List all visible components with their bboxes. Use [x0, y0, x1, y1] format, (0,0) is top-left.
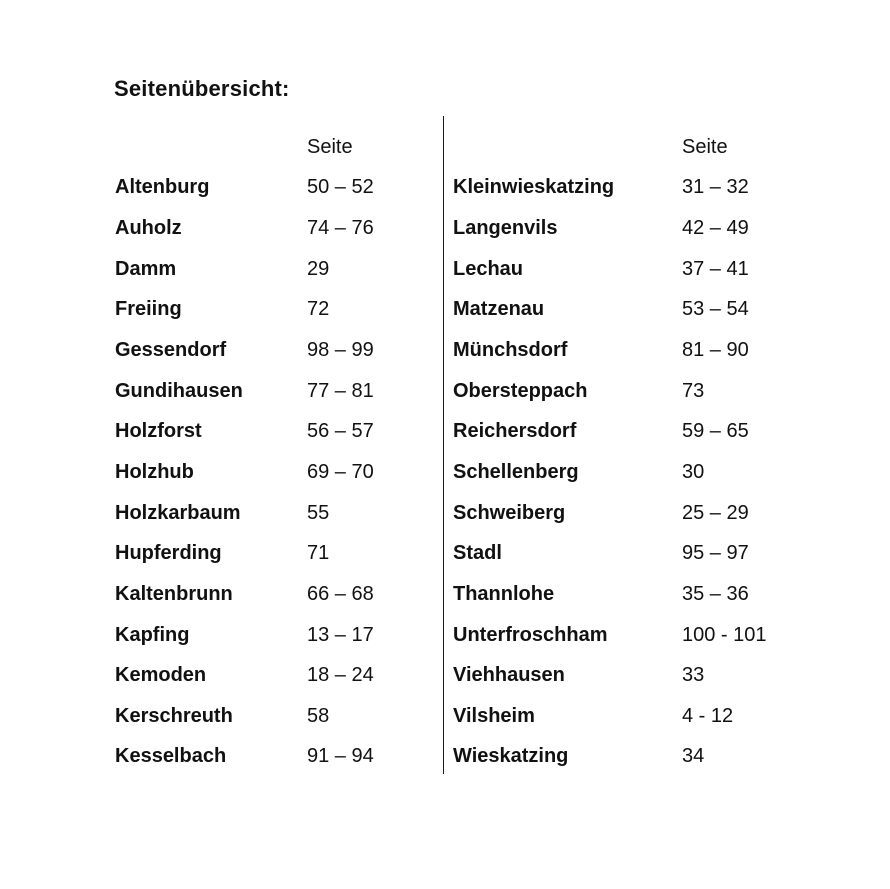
entry-name: Kaltenbrunn [115, 582, 233, 605]
entry-name: Holzhub [115, 460, 194, 483]
entry-pages: 25 – 29 [682, 501, 749, 524]
entry-name: Matzenau [453, 298, 545, 321]
entry-pages: 95 – 97 [682, 542, 749, 565]
entry-name: Holzkarbaum [115, 501, 241, 524]
entry-pages: 58 [307, 704, 330, 727]
entry-name: Auholz [115, 217, 182, 240]
entry-pages: 56 – 57 [307, 420, 374, 443]
entry-pages: 37 – 41 [682, 257, 749, 280]
entry-name: Reichersdorf [453, 420, 577, 443]
entry-pages: 74 – 76 [307, 217, 374, 240]
column-header-seite-left: Seite [307, 135, 353, 158]
entry-name: Gessendorf [115, 339, 227, 362]
entry-name: Lechau [453, 257, 524, 280]
entry-pages: 77 – 81 [307, 379, 374, 402]
entry-pages: 42 – 49 [682, 217, 749, 240]
entry-pages: 30 [682, 460, 705, 483]
entry-pages: 81 – 90 [682, 339, 749, 362]
entry-name: Altenburg [115, 176, 210, 199]
entry-name: Schweiberg [453, 501, 566, 524]
entry-pages: 29 [307, 257, 330, 280]
page-title: Seitenübersicht: [114, 76, 290, 101]
entry-name: Hupferding [115, 542, 222, 565]
entry-pages: 33 [682, 664, 705, 687]
entry-name: Kleinwieskatzing [453, 176, 615, 199]
entry-name: Freiing [115, 298, 182, 321]
entry-pages: 100 - 101 [682, 623, 767, 646]
entry-pages: 4 - 12 [682, 704, 734, 727]
index-column-right: Seite Kleinwieskatzing 31 – 32 Langenvils 4… [453, 127, 767, 777]
entry-name: Wieskatzing [453, 745, 569, 768]
entry-name: Schellenberg [453, 460, 579, 483]
entry-pages: 71 [307, 542, 330, 565]
entry-pages: 55 [307, 501, 330, 524]
index-column-left: Seite Altenburg 50 – 52 Auholz 74 – 76 Damm 2… [115, 127, 374, 777]
entry-pages: 73 [682, 379, 705, 402]
entry-pages: 50 – 52 [307, 176, 374, 199]
entry-name: Damm [115, 257, 177, 280]
entry-pages: 69 – 70 [307, 460, 374, 483]
entry-name: Stadl [453, 542, 502, 565]
entry-pages: 13 – 17 [307, 623, 374, 646]
entry-name: Kemoden [115, 664, 207, 687]
entry-name: Viehhausen [453, 664, 565, 687]
entry-pages: 91 – 94 [307, 745, 374, 768]
entry-pages: 31 – 32 [682, 176, 749, 199]
entry-pages: 53 – 54 [682, 298, 749, 321]
entry-name: Thannlohe [453, 582, 555, 605]
entry-pages: 34 [682, 745, 705, 768]
entry-pages: 72 [307, 298, 330, 321]
entry-name: Kesselbach [115, 745, 227, 768]
entry-pages: 98 – 99 [307, 339, 374, 362]
entry-name: Holzforst [115, 420, 202, 443]
entry-pages: 59 – 65 [682, 420, 749, 443]
entry-name: Kapfing [115, 623, 190, 646]
entry-pages: 18 – 24 [307, 664, 374, 687]
entry-name: Kerschreuth [115, 704, 233, 727]
entry-name: Gundihausen [115, 379, 243, 402]
entry-name: Vilsheim [453, 704, 535, 727]
entry-name: Langenvils [453, 217, 558, 240]
entry-name: Münchsdorf [453, 339, 568, 362]
entry-pages: 35 – 36 [682, 582, 749, 605]
entry-name: Obersteppach [453, 379, 588, 402]
column-divider-line [443, 116, 444, 774]
entry-pages: 66 – 68 [307, 582, 374, 605]
entry-name: Unterfroschham [453, 623, 608, 646]
column-header-seite-right: Seite [682, 135, 728, 158]
